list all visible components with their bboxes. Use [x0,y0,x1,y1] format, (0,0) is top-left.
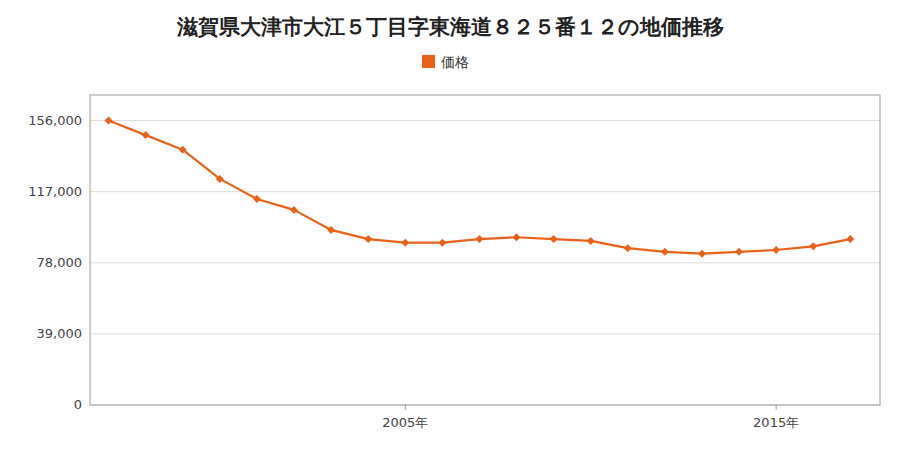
marker [587,237,595,245]
marker [550,235,558,243]
plot-frame [90,95,880,405]
marker [846,235,854,243]
y-tick-label: 78,000 [37,255,83,270]
marker [105,117,113,125]
x-tick [776,405,777,410]
y-tick-label: 0 [74,397,82,412]
legend-label: 価格 [441,54,469,70]
marker [513,233,521,241]
y-tick-label: 156,000 [28,113,82,128]
marker [142,131,150,139]
chart: 滋賀県大津市大江５丁目字東海道８２５番１２の地価推移 0 39,000 78,000 1… [0,0,900,450]
marker [216,175,224,183]
y-tick-label: 39,000 [37,326,83,341]
grid-line [90,333,880,334]
marker [438,239,446,247]
marker [698,250,706,258]
legend-swatch [422,55,435,68]
marker [364,235,372,243]
x-tick-label: 2005年 [382,415,428,430]
title: 滋賀県大津市大江５丁目字東海道８２５番１２の地価推移 [176,15,724,39]
x-tick-label: 2015年 [753,415,799,430]
marker [624,244,632,252]
y-grid [90,121,880,405]
y-tick-label: 117,000 [28,184,82,199]
marker [772,246,780,254]
legend: 価格 [422,54,469,70]
marker [290,206,298,214]
line [109,121,851,254]
marker [735,248,743,256]
grid-line [90,191,880,192]
grid-line [90,262,880,263]
grid-line [90,120,880,121]
marker [809,242,817,250]
series-group [105,117,855,258]
marker [327,226,335,234]
marker [253,195,261,203]
x-tick [405,405,406,410]
marker [661,248,669,256]
marker [401,239,409,247]
marker [475,235,483,243]
marker [179,146,187,154]
